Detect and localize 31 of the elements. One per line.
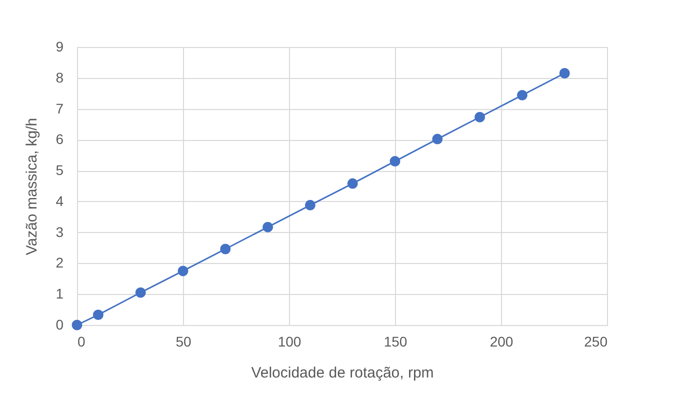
- x-tick-label: 200: [490, 334, 514, 350]
- x-axis-title: Velocidade de rotação, rpm: [251, 364, 434, 382]
- point: [178, 266, 188, 276]
- y-tick-label: 8: [56, 69, 64, 86]
- point: [72, 320, 82, 330]
- point: [135, 287, 146, 298]
- y-tick-label: 6: [56, 131, 64, 148]
- y-tick-label: 1: [56, 286, 64, 302]
- y-tick-label: 5: [56, 162, 64, 178]
- y-tick-label: 0: [56, 316, 64, 332]
- y-tick-label: 9: [56, 38, 64, 54]
- x-tick-label: 250: [584, 334, 608, 350]
- point: [390, 156, 400, 167]
- point: [516, 90, 528, 100]
- x-tick-label: 0: [78, 334, 86, 350]
- x-tick-label: 100: [278, 334, 302, 350]
- point: [92, 310, 104, 320]
- point: [220, 244, 231, 254]
- y-tick-label: 2: [56, 254, 64, 271]
- point: [432, 134, 443, 144]
- point: [474, 112, 486, 122]
- y-tick-label: 3: [56, 224, 64, 240]
- x-tick-label: 150: [384, 334, 408, 350]
- y-tick-label: 4: [56, 192, 64, 209]
- y-axis-title: Vazão massica, kg/h: [24, 118, 41, 256]
- y-tick-label: 7: [56, 100, 64, 116]
- point: [304, 200, 316, 210]
- point: [262, 222, 274, 232]
- x-tick-label: 50: [176, 334, 192, 350]
- point: [559, 68, 570, 78]
- point: [347, 178, 358, 189]
